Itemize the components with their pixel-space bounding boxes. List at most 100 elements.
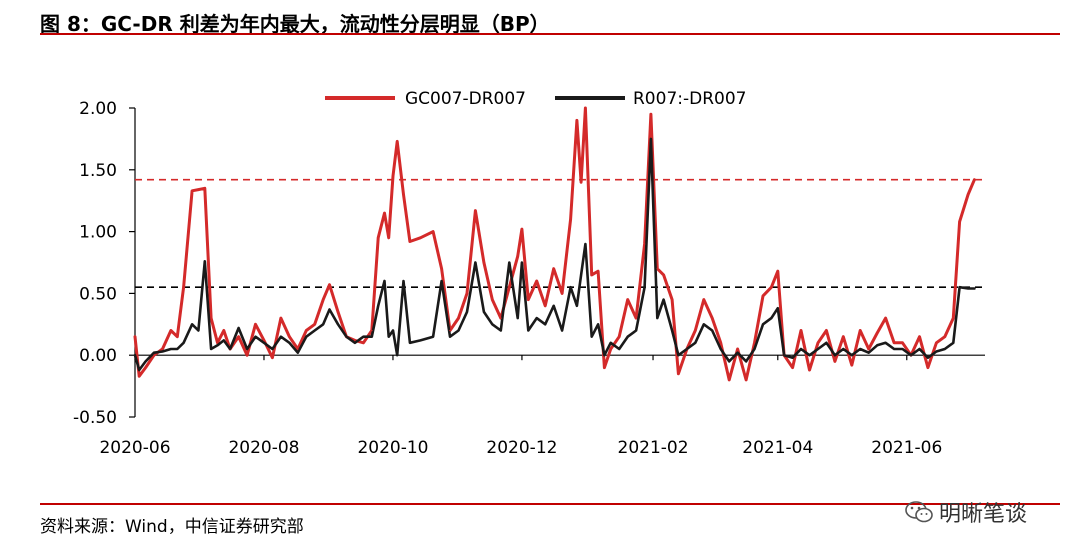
data-point-gc007-dr007: [643, 243, 646, 245]
data-point-r007-dr007: [313, 329, 316, 332]
data-point-r007-dr007: [204, 260, 206, 263]
data-point-r007-dr007: [817, 348, 819, 350]
data-point-r007-dr007: [170, 348, 172, 350]
data-point-gc007-dr007: [584, 107, 587, 109]
data-point-r007-dr007: [703, 323, 705, 326]
data-point-gc007-dr007: [466, 292, 468, 295]
data-point-r007-dr007: [791, 356, 794, 359]
data-point-gc007-dr007: [770, 286, 773, 289]
y-tick-label: 0.00: [79, 346, 117, 366]
data-point-gc007-dr007: [825, 329, 828, 332]
x-axis: 2020-06 2020-08 2020-10 2020-12 2021-02 2021-…: [99, 354, 985, 458]
data-point-gc007-dr007: [216, 342, 219, 344]
data-point-r007-dr007: [176, 348, 179, 350]
data-point-r007-dr007: [305, 335, 308, 338]
data-point-r007-dr007: [952, 342, 955, 344]
data-point-r007-dr007: [927, 356, 929, 359]
data-point-r007-dr007: [362, 335, 365, 338]
title-divider: [40, 33, 1060, 35]
data-point-gc007-dr007: [223, 329, 225, 332]
data-point-gc007-dr007: [561, 292, 563, 295]
data-point-gc007-dr007: [842, 335, 845, 338]
data-point-gc007-dr007: [144, 366, 147, 369]
data-point-gc007-dr007: [552, 267, 555, 270]
data-point-gc007-dr007: [817, 342, 819, 344]
data-point-r007-dr007: [216, 344, 219, 347]
data-point-gc007-dr007: [153, 354, 155, 357]
data-point-r007-dr007: [466, 311, 468, 313]
figure-title: 图 8：GC-DR 利差为年内最大，流动性分层明显（BP）: [40, 12, 550, 36]
data-point-r007-dr007: [901, 348, 904, 350]
data-point-r007-dr007: [808, 354, 811, 357]
data-point-r007-dr007: [474, 261, 477, 264]
data-point-gc007-dr007: [694, 329, 697, 332]
data-point-r007-dr007: [182, 342, 185, 344]
data-point-gc007-dr007: [834, 360, 836, 363]
data-point-gc007-dr007: [851, 364, 853, 366]
data-point-gc007-dr007: [280, 317, 282, 319]
data-point-r007-dr007: [842, 348, 845, 350]
data-point-r007-dr007: [893, 348, 895, 350]
data-point-gc007-dr007: [973, 178, 976, 181]
data-point-gc007-dr007: [246, 354, 248, 357]
data-point-r007-dr007: [527, 329, 530, 332]
legend-label-gc007-dr007: GC007-DR007: [405, 89, 526, 109]
data-point-gc007-dr007: [134, 335, 136, 338]
data-point-gc007-dr007: [590, 274, 593, 276]
data-point-gc007-dr007: [396, 140, 399, 143]
data-point-r007-dr007: [728, 360, 730, 363]
data-point-r007-dr007: [935, 350, 938, 353]
data-point-r007-dr007: [967, 287, 969, 290]
data-point-gc007-dr007: [409, 240, 411, 243]
data-point-gc007-dr007: [138, 375, 140, 378]
data-point-gc007-dr007: [354, 339, 356, 342]
wechat-icon: [905, 501, 933, 523]
data-point-gc007-dr007: [650, 113, 652, 115]
data-point-gc007-dr007: [305, 329, 308, 332]
legend-label-r007-dr007: R007:-DR007: [633, 89, 746, 109]
data-point-r007-dr007: [859, 348, 861, 350]
data-point-gc007-dr007: [191, 190, 193, 192]
data-point-r007-dr007: [770, 317, 773, 319]
x-tick-label: 2020-06: [99, 438, 170, 458]
data-point-gc007-dr007: [753, 342, 756, 344]
series-group: [133, 106, 976, 382]
data-point-gc007-dr007: [176, 335, 179, 338]
data-point-gc007-dr007: [521, 228, 523, 230]
data-point-r007-dr007: [297, 351, 299, 354]
data-point-gc007-dr007: [432, 230, 434, 233]
data-point-r007-dr007: [409, 342, 411, 344]
data-point-gc007-dr007: [703, 298, 705, 301]
data-point-r007-dr007: [440, 280, 443, 282]
data-point-gc007-dr007: [527, 298, 530, 301]
data-point-r007-dr007: [419, 339, 422, 342]
data-point-r007-dr007: [686, 348, 688, 350]
data-point-r007-dr007: [383, 280, 386, 282]
data-point-gc007-dr007: [635, 317, 637, 319]
data-point-gc007-dr007: [791, 366, 794, 369]
data-point-gc007-dr007: [271, 356, 274, 359]
data-point-r007-dr007: [483, 311, 485, 313]
data-point-r007-dr007: [834, 354, 836, 357]
x-tick-label: 2020-08: [228, 438, 299, 458]
data-point-r007-dr007: [719, 348, 722, 350]
data-point-r007-dr007: [910, 354, 912, 357]
data-point-r007-dr007: [650, 138, 652, 140]
data-point-r007-dr007: [918, 348, 921, 350]
data-point-gc007-dr007: [576, 119, 578, 122]
data-point-gc007-dr007: [516, 255, 519, 258]
x-tick-label: 2021-04: [742, 438, 813, 458]
data-point-gc007-dr007: [508, 286, 511, 289]
data-point-gc007-dr007: [777, 270, 779, 273]
data-point-gc007-dr007: [170, 329, 172, 332]
data-point-r007-dr007: [535, 317, 538, 319]
data-point-r007-dr007: [354, 342, 356, 344]
reference-lines: [135, 178, 985, 289]
data-point-r007-dr007: [671, 329, 673, 332]
data-point-gc007-dr007: [745, 379, 747, 381]
data-point-r007-dr007: [762, 323, 764, 326]
data-point-gc007-dr007: [893, 342, 895, 344]
data-point-r007-dr007: [584, 243, 587, 245]
x-tick-label: 2021-02: [618, 438, 689, 458]
data-point-gc007-dr007: [944, 335, 946, 338]
